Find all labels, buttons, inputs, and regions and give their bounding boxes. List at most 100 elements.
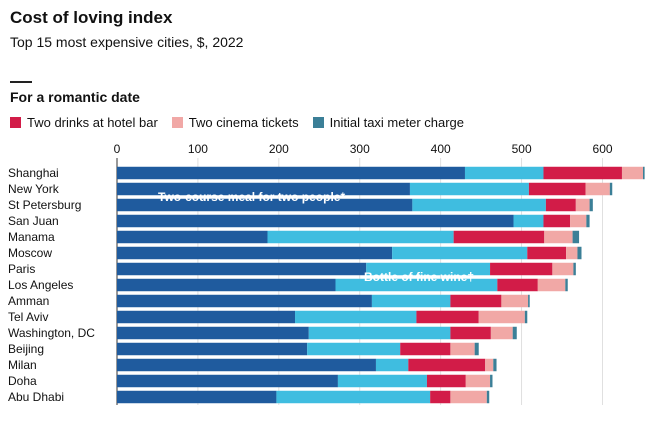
bar-doha-cinema bbox=[465, 374, 491, 388]
bar-manama-taxi bbox=[572, 230, 580, 244]
bar-los-angeles-meal bbox=[117, 278, 336, 292]
bar-moscow-wine bbox=[392, 246, 528, 260]
bar-milan-meal bbox=[117, 358, 376, 372]
bar-los-angeles-cinema bbox=[537, 278, 566, 292]
bar-paris-drinks bbox=[490, 262, 553, 276]
bar-beijing-wine bbox=[307, 342, 401, 356]
bar-manama-meal bbox=[117, 230, 268, 244]
category-label-san-juan: San Juan bbox=[8, 214, 59, 228]
bar-new-york-drinks bbox=[528, 182, 586, 196]
bar-los-angeles-taxi bbox=[565, 278, 568, 292]
x-tick-label-600: 600 bbox=[593, 142, 613, 156]
category-label-paris: Paris bbox=[8, 262, 35, 276]
x-tick-labels: 0 100 200 300 400 500 600 bbox=[114, 142, 613, 156]
bar-tel-aviv-wine bbox=[295, 310, 417, 324]
bar-shanghai-cinema bbox=[621, 166, 643, 180]
bar-washington-dc-drinks bbox=[450, 326, 491, 340]
x-tick-label-500: 500 bbox=[512, 142, 532, 156]
bar-san-juan-cinema bbox=[570, 214, 587, 228]
legend-label-cinema: Two cinema tickets bbox=[188, 115, 299, 130]
bar-los-angeles-wine bbox=[335, 278, 498, 292]
bar-doha-drinks bbox=[426, 374, 466, 388]
chart-title: Cost of loving index bbox=[10, 8, 173, 27]
bar-tel-aviv-taxi bbox=[524, 310, 528, 324]
bar-amman-cinema bbox=[501, 294, 529, 308]
bar-st-petersburg-drinks bbox=[545, 198, 576, 212]
bar-washington-dc-taxi bbox=[512, 326, 517, 340]
bar-washington-dc-wine bbox=[308, 326, 451, 340]
bar-amman-taxi bbox=[528, 294, 530, 308]
bar-san-juan-drinks bbox=[543, 214, 571, 228]
bar-shanghai-meal bbox=[117, 166, 465, 180]
bar-shanghai-drinks bbox=[543, 166, 622, 180]
bar-st-petersburg-wine bbox=[412, 198, 546, 212]
bar-beijing-drinks bbox=[400, 342, 451, 356]
bar-new-york-meal bbox=[117, 182, 410, 196]
bar-los-angeles-drinks bbox=[497, 278, 538, 292]
category-label-beijing: Beijing bbox=[8, 342, 44, 356]
bar-doha-taxi bbox=[490, 374, 493, 388]
bar-abu-dhabi-wine bbox=[276, 390, 431, 404]
bar-abu-dhabi-drinks bbox=[430, 390, 451, 404]
category-label-st-petersburg: St Petersburg bbox=[8, 198, 81, 212]
legend-label-taxi: Initial taxi meter charge bbox=[329, 115, 465, 130]
bar-amman-meal bbox=[117, 294, 372, 308]
legend-swatch-taxi bbox=[312, 117, 324, 128]
bar-washington-dc-cinema bbox=[490, 326, 513, 340]
legend-item-taxi: Initial taxi meter charge bbox=[312, 115, 465, 130]
annotations: Two-course meal for two people* Bottle of… bbox=[158, 190, 474, 284]
bar-st-petersburg-cinema bbox=[575, 198, 590, 212]
bars bbox=[117, 166, 645, 404]
section-rule bbox=[10, 81, 32, 83]
bar-doha-meal bbox=[117, 374, 338, 388]
bar-san-juan-wine bbox=[513, 214, 544, 228]
bar-amman-drinks bbox=[450, 294, 502, 308]
legend: Two drinks at hotel bar Two cinema ticke… bbox=[10, 115, 478, 130]
bar-milan-drinks bbox=[408, 358, 486, 372]
bar-new-york-wine bbox=[409, 182, 529, 196]
bar-new-york-taxi bbox=[609, 182, 613, 196]
legend-swatch-drinks bbox=[10, 117, 21, 128]
bar-san-juan-taxi bbox=[586, 214, 590, 228]
bar-manama-drinks bbox=[453, 230, 545, 244]
legend-item-cinema: Two cinema tickets bbox=[171, 115, 299, 130]
bar-abu-dhabi-cinema bbox=[450, 390, 487, 404]
bar-st-petersburg-meal bbox=[117, 198, 413, 212]
category-label-tel-aviv: Tel Aviv bbox=[8, 310, 48, 324]
category-labels: Shanghai New York St Petersburg San Juan Man… bbox=[8, 166, 95, 404]
x-tick-label-400: 400 bbox=[431, 142, 451, 156]
category-label-shanghai: Shanghai bbox=[8, 166, 59, 180]
bar-washington-dc-meal bbox=[117, 326, 309, 340]
bar-paris-taxi bbox=[573, 262, 576, 276]
x-tick-label-300: 300 bbox=[350, 142, 370, 156]
bar-milan-cinema bbox=[485, 358, 494, 372]
bar-manama-wine bbox=[267, 230, 454, 244]
bar-paris-cinema bbox=[552, 262, 574, 276]
bar-new-york-cinema bbox=[585, 182, 610, 196]
bar-beijing-meal bbox=[117, 342, 308, 356]
category-label-manama: Manama bbox=[8, 230, 55, 244]
legend-item-drinks: Two drinks at hotel bar bbox=[10, 115, 158, 130]
annotation-meal: Two-course meal for two people* bbox=[158, 190, 345, 204]
bar-paris-wine bbox=[366, 262, 491, 276]
x-tick-label-200: 200 bbox=[269, 142, 289, 156]
bar-moscow-drinks bbox=[527, 246, 567, 260]
bar-moscow-meal bbox=[117, 246, 393, 260]
legend-swatch-cinema bbox=[171, 117, 183, 128]
bar-moscow-cinema bbox=[566, 246, 578, 260]
bar-shanghai-taxi bbox=[643, 166, 645, 180]
bar-tel-aviv-meal bbox=[117, 310, 296, 324]
category-label-new-york: New York bbox=[8, 182, 60, 196]
category-label-los-angeles: Los Angeles bbox=[8, 278, 73, 292]
bar-beijing-cinema bbox=[450, 342, 475, 356]
annotation-wine: Bottle of fine wine† bbox=[364, 270, 474, 284]
bar-milan-wine bbox=[375, 358, 409, 372]
section-label: For a romantic date bbox=[10, 89, 140, 105]
bar-abu-dhabi-meal bbox=[117, 390, 277, 404]
category-label-amman: Amman bbox=[8, 294, 49, 308]
bar-tel-aviv-cinema bbox=[478, 310, 525, 324]
bar-san-juan-meal bbox=[117, 214, 514, 228]
category-label-milan: Milan bbox=[8, 358, 37, 372]
bar-shanghai-wine bbox=[464, 166, 544, 180]
